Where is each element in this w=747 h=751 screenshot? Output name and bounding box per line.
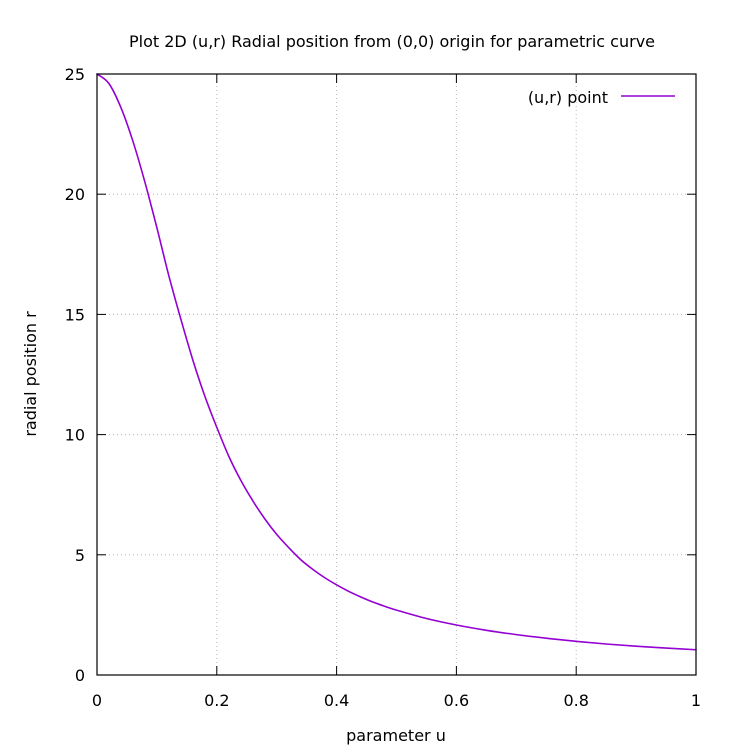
x-tick-label: 0 [92,691,102,710]
series-layer [96,73,697,651]
y-tick-labels: 0 5 10 15 20 25 [65,65,85,685]
x-axis-label: parameter u [346,726,446,745]
y-tick-label: 10 [65,426,85,445]
x-tick-label: 0.4 [324,691,349,710]
legend: (u,r) point [528,88,675,107]
grid [97,74,696,675]
legend-label: (u,r) point [528,88,608,107]
y-axis-label: radial position r [21,311,40,437]
y-tick-label: 0 [75,666,85,685]
x-tick-labels: 0 0.2 0.4 0.6 0.8 1 [92,691,701,710]
chart-title: Plot 2D (u,r) Radial position from (0,0)… [129,32,655,51]
x-tick-label: 0.2 [204,691,229,710]
x-tick-label: 0.6 [444,691,469,710]
axis-ticks [96,73,697,676]
y-tick-label: 20 [65,185,85,204]
y-tick-label: 15 [65,305,85,324]
x-tick-label: 1 [691,691,701,710]
x-tick-label: 0.8 [563,691,588,710]
y-tick-label: 5 [75,546,85,565]
plot-frame [96,73,697,676]
y-tick-label: 25 [65,65,85,84]
series-line [96,73,697,651]
